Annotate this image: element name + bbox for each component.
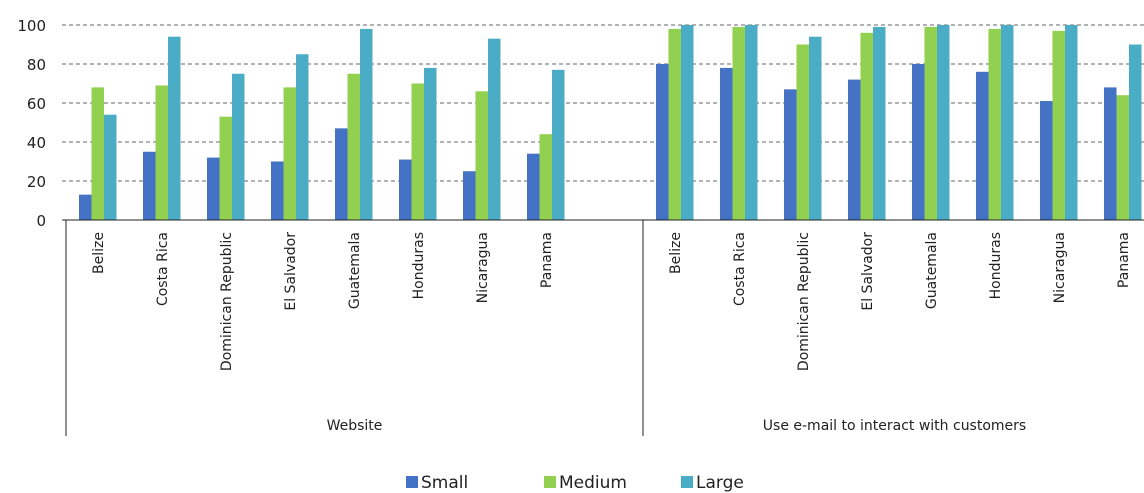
bars — [79, 25, 1142, 221]
legend-swatch-small — [406, 476, 418, 488]
bar-large — [296, 54, 309, 220]
bar-large — [1001, 25, 1014, 220]
bar-large — [937, 25, 950, 220]
group-label: Website — [327, 418, 383, 434]
bar-small — [1040, 101, 1053, 220]
bar-large — [168, 36, 181, 221]
bar-large — [681, 25, 694, 220]
bar-large — [232, 73, 245, 220]
grid-lines — [62, 24, 1144, 182]
bar-small — [463, 171, 476, 220]
bar-large — [424, 67, 437, 221]
y-tick-label: 60 — [27, 95, 46, 113]
category-label: Guatemala — [924, 232, 940, 309]
bar-small — [335, 128, 348, 220]
category-label: Honduras — [411, 232, 427, 299]
category-label: Costa Rica — [155, 232, 171, 306]
bar-small — [976, 71, 989, 220]
category-label: El Salvador — [860, 232, 876, 311]
group-label: Use e-mail to interact with customers — [763, 418, 1026, 434]
category-label: Nicaragua — [475, 232, 491, 303]
category-label: Dominican Republic — [796, 232, 812, 371]
bar-medium — [860, 32, 873, 220]
category-label: Panama — [1116, 232, 1132, 288]
bar-large — [360, 28, 373, 221]
bar-large — [809, 36, 822, 221]
bar-small — [527, 153, 540, 220]
bar-medium — [155, 85, 168, 220]
bar-small — [720, 67, 733, 221]
category-label: El Salvador — [283, 232, 299, 311]
bar-small — [143, 151, 156, 220]
category-label: Costa Rica — [732, 232, 748, 306]
bar-medium — [219, 116, 232, 220]
bar-medium — [539, 134, 552, 220]
bar-large — [1065, 25, 1078, 220]
bar-medium — [732, 26, 745, 221]
category-label: Belize — [91, 232, 107, 274]
bar-medium — [1052, 30, 1065, 220]
category-label: Nicaragua — [1052, 232, 1068, 303]
legend-label-large: Large — [696, 473, 744, 493]
bar-large — [104, 114, 117, 220]
legend-label-medium: Medium — [559, 473, 627, 493]
legend-swatch-medium — [544, 476, 556, 488]
bar-small — [1104, 87, 1117, 221]
bar-medium — [411, 83, 424, 220]
bar-medium — [91, 87, 104, 221]
bar-small — [784, 89, 797, 220]
bar-medium — [283, 87, 296, 221]
bar-small — [656, 64, 669, 220]
bar-small — [271, 161, 284, 220]
bar-medium — [924, 26, 937, 221]
bar-large — [488, 38, 501, 221]
category-label: Guatemala — [347, 232, 363, 309]
bar-medium — [1116, 95, 1129, 220]
bar-small — [912, 64, 925, 220]
category-label: Dominican Republic — [219, 232, 235, 371]
legend-label-small: Small — [421, 473, 468, 493]
legend: Small Medium Large — [406, 473, 744, 493]
bar-medium — [347, 73, 360, 220]
y-tick-label: 80 — [27, 56, 46, 74]
y-tick-label: 100 — [17, 17, 46, 35]
y-tick-label: 20 — [27, 173, 46, 191]
bar-small — [207, 157, 220, 220]
y-tick-label: 40 — [27, 134, 46, 152]
bar-small — [79, 194, 92, 220]
bar-large — [873, 26, 886, 221]
bar-small — [399, 159, 412, 220]
bar-medium — [796, 44, 809, 220]
y-tick-label: 0 — [36, 212, 46, 230]
category-label: Belize — [668, 232, 684, 274]
bar-medium — [668, 28, 681, 221]
bar-large — [1129, 44, 1142, 220]
bar-large — [552, 69, 565, 220]
bar-medium — [988, 28, 1001, 221]
axes: 0 20 40 60 80 100 Belize Costa Rica Dominican Re… — [17, 17, 1144, 436]
bar-small — [848, 79, 861, 220]
bar-medium — [475, 91, 488, 220]
category-label: Honduras — [988, 232, 1004, 299]
bar-large — [745, 25, 758, 220]
legend-swatch-large — [681, 476, 693, 488]
category-label: Panama — [539, 232, 555, 288]
